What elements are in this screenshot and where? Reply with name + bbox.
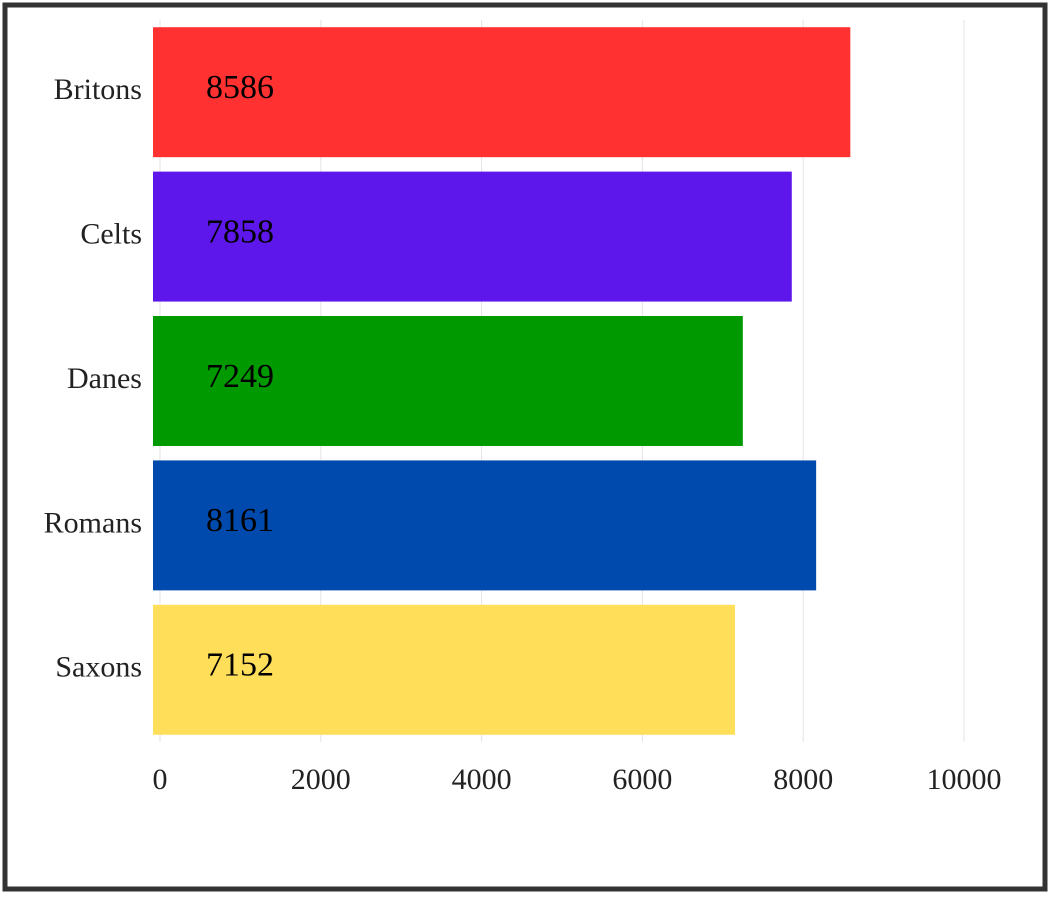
x-tick-label: 0	[153, 763, 168, 796]
y-tick-label: Britons	[54, 73, 142, 106]
bar	[153, 171, 792, 302]
value-label: 8161	[206, 502, 274, 539]
value-label: 7249	[206, 358, 274, 395]
x-tick-label: 4000	[452, 763, 512, 796]
x-tick-label: 8000	[773, 763, 833, 796]
value-label: 8586	[206, 69, 274, 106]
bar	[153, 604, 736, 735]
bar	[153, 460, 817, 591]
value-label: 7152	[206, 647, 274, 684]
bar	[153, 27, 851, 158]
x-tick-label: 2000	[291, 763, 351, 796]
y-tick-label: Celts	[80, 217, 142, 250]
y-tick-label: Romans	[44, 506, 142, 539]
x-tick-label: 10000	[927, 763, 1002, 796]
y-tick-label: Danes	[67, 362, 142, 395]
value-label: 7858	[206, 213, 274, 250]
x-tick-label: 6000	[612, 763, 672, 796]
bar	[153, 316, 743, 446]
y-tick-label: Saxons	[55, 651, 142, 684]
